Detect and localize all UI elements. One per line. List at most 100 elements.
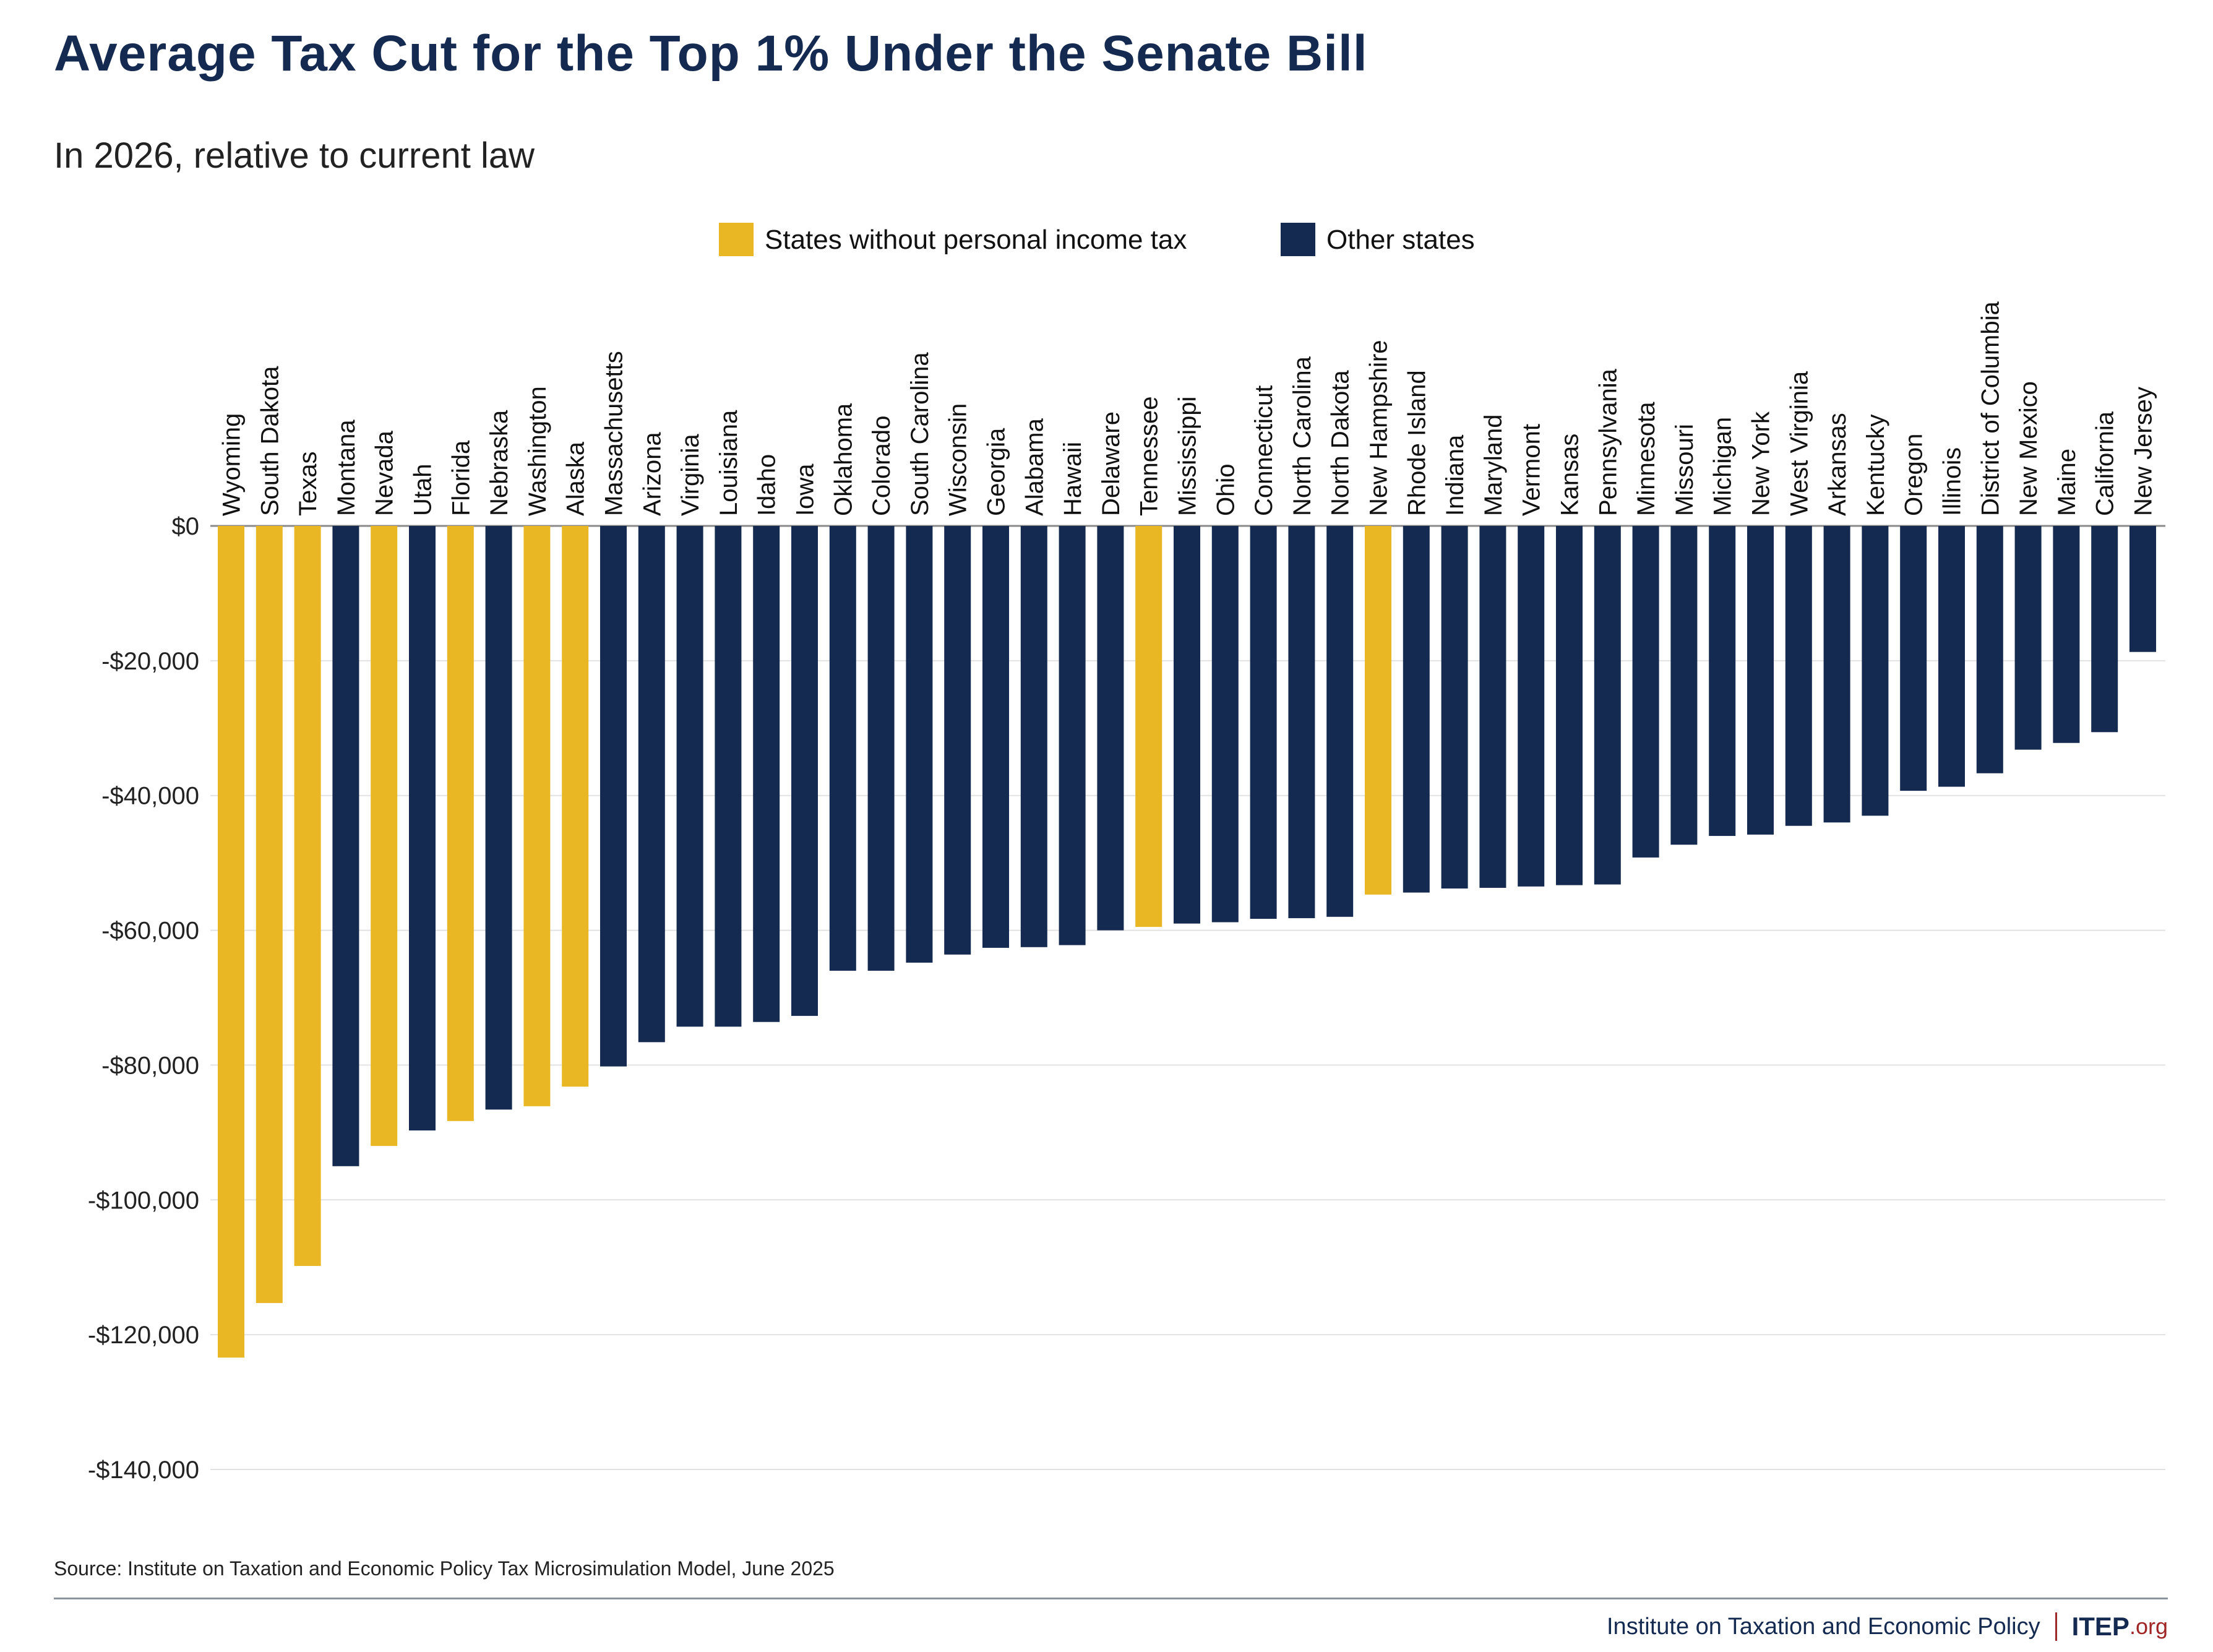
y-tick-label: -$80,000 [101, 1052, 199, 1079]
bar [523, 526, 551, 1106]
category-label: Wisconsin [945, 403, 972, 516]
bar [753, 526, 780, 1022]
y-tick-label: $0 [172, 513, 200, 540]
bar [294, 526, 321, 1267]
legend-swatch [1281, 223, 1315, 256]
bar [1441, 526, 1468, 889]
category-label: Mississippi [1174, 397, 1201, 516]
bars [218, 526, 2156, 1358]
bar [1976, 526, 2003, 773]
category-label: Iowa [792, 463, 819, 516]
category-label: Minnesota [1633, 402, 1660, 516]
category-label: South Carolina [906, 352, 934, 516]
bar [485, 526, 512, 1110]
category-label: Oregon [1901, 434, 1928, 516]
category-label: Rhode Island [1403, 370, 1430, 516]
bar [1862, 526, 1889, 816]
bar [1365, 526, 1391, 895]
footer-org-name: Institute on Taxation and Economic Polic… [1607, 1613, 2040, 1640]
bar [1518, 526, 1545, 887]
bar [1250, 526, 1277, 919]
brand-logo-text: ITEP [2071, 1612, 2129, 1641]
category-label: North Carolina [1289, 356, 1316, 516]
bar [638, 526, 665, 1043]
source-note: Source: Institute on Taxation and Econom… [54, 1557, 835, 1580]
category-label: California [2092, 411, 2119, 516]
bar [1403, 526, 1430, 893]
category-label: Maine [2053, 449, 2081, 516]
bar [332, 526, 359, 1166]
category-label: Kansas [1557, 434, 1584, 516]
category-label: Texas [294, 452, 322, 517]
category-label: Florida [447, 440, 475, 516]
category-label: Hawaii [1059, 442, 1086, 516]
bar [1556, 526, 1583, 885]
bar [600, 526, 627, 1067]
bar [1632, 526, 1659, 858]
category-labels: Wyoming South Dakota Texas Montana Nevada Uta… [218, 301, 2157, 516]
legend: States without personal income tax Other … [719, 223, 1475, 256]
category-label: South Dakota [256, 366, 283, 516]
category-label: Illinois [1939, 447, 1966, 516]
bar [1938, 526, 1965, 787]
footer-divider [54, 1598, 2168, 1599]
bar [409, 526, 436, 1131]
bar [715, 526, 742, 1027]
category-label: Kentucky [1862, 414, 1889, 516]
bar [906, 526, 933, 963]
bar [256, 526, 283, 1303]
bar [1747, 526, 1774, 835]
category-label: Nebraska [486, 410, 513, 516]
bar [1823, 526, 1850, 823]
bar [867, 526, 895, 971]
y-tick-label: -$120,000 [88, 1322, 199, 1349]
bar [1020, 526, 1047, 947]
category-label: District of Columbia [1977, 301, 2004, 516]
bar [1326, 526, 1354, 917]
y-tick-label: -$40,000 [101, 783, 199, 810]
category-label: Pennsylvania [1594, 368, 1622, 516]
category-label: Missouri [1671, 424, 1698, 516]
category-label: Arizona [638, 432, 666, 516]
bar [447, 526, 474, 1121]
category-label: New Mexico [2015, 381, 2042, 516]
legend-label: States without personal income tax [765, 225, 1187, 255]
category-label: New Hampshire [1365, 340, 1393, 516]
bar [1479, 526, 1506, 888]
category-label: Ohio [1212, 464, 1239, 517]
bar [1097, 526, 1124, 931]
bar [2053, 526, 2080, 743]
category-label: New Jersey [2130, 387, 2157, 516]
category-label: Indiana [1442, 434, 1469, 516]
category-label: Virginia [677, 434, 704, 516]
category-label: Utah [410, 464, 437, 517]
category-label: Alabama [1021, 418, 1048, 516]
category-label: Wyoming [218, 413, 246, 516]
bar [1059, 526, 1086, 945]
y-tick-label: -$100,000 [88, 1187, 199, 1214]
bar [676, 526, 703, 1027]
bar [218, 526, 244, 1358]
chart-subtitle: In 2026, relative to current law [54, 136, 535, 176]
category-label: Vermont [1518, 424, 1545, 516]
bar [1785, 526, 1812, 826]
category-label: Arkansas [1824, 413, 1851, 516]
category-label: Michigan [1709, 417, 1737, 516]
y-tick-label: -$20,000 [101, 648, 199, 675]
bar [2014, 526, 2042, 750]
category-label: Louisiana [715, 410, 742, 516]
bar [1709, 526, 1736, 837]
bar [1288, 526, 1315, 918]
y-tick-label: -$60,000 [101, 918, 199, 945]
category-label: New York [1748, 411, 1775, 516]
legend-label: Other states [1326, 225, 1475, 255]
category-label: Washington [524, 386, 551, 516]
brand-logo-suffix: .org [2129, 1614, 2168, 1639]
chart-title: Average Tax Cut for the Top 1% Under the… [54, 25, 1368, 82]
category-label: Georgia [983, 428, 1010, 516]
category-label: Nevada [371, 430, 398, 516]
category-label: Delaware [1098, 411, 1125, 516]
category-label: West Virginia [1785, 371, 1813, 516]
bar [2129, 526, 2156, 652]
bar [1594, 526, 1621, 885]
